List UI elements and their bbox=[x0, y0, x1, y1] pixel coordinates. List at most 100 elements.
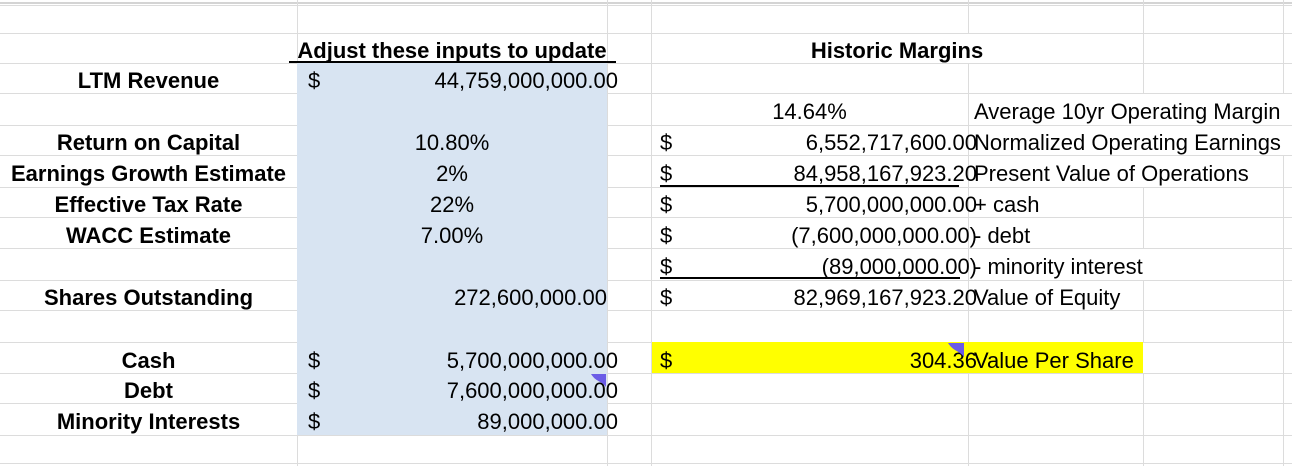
cell-debt-value[interactable]: $ 7,600,000,000.00 bbox=[297, 373, 627, 406]
currency-symbol: $ bbox=[308, 378, 321, 403]
inputs-header-label: Adjust these inputs to update bbox=[297, 38, 607, 63]
cell-value: 10.80% bbox=[414, 130, 490, 155]
gridline bbox=[1143, 187, 1144, 248]
gridline bbox=[1283, 0, 1284, 93]
cell-effective-tax-rate-value[interactable]: 22% bbox=[297, 187, 607, 220]
gridline bbox=[0, 463, 1292, 464]
cell-description: + cash bbox=[974, 192, 1040, 217]
gridline bbox=[0, 63, 1292, 64]
gridline bbox=[1143, 280, 1144, 342]
gridline bbox=[0, 93, 1292, 94]
cell-minus-minority-interest-value[interactable]: $ (89,000,000.00) bbox=[651, 248, 982, 283]
cell-return-on-capital-label[interactable]: Return on Capital bbox=[0, 125, 297, 158]
gridline bbox=[651, 0, 652, 466]
gridline bbox=[968, 63, 969, 466]
cell-wacc-estimate-label[interactable]: WACC Estimate bbox=[0, 217, 297, 251]
cell-normalized-earnings-value[interactable]: $ 6,552,717,600.00 bbox=[651, 125, 987, 158]
gridline bbox=[968, 0, 969, 33]
input-block-highlight bbox=[297, 63, 607, 435]
cell-value: 6,552,717,600.00 bbox=[805, 130, 977, 155]
cell-value: 22% bbox=[429, 192, 475, 217]
cell-cash-value[interactable]: $ 5,700,000,000.00 bbox=[297, 342, 627, 376]
cell-value: (7,600,000,000.00) bbox=[791, 222, 977, 248]
gridline bbox=[0, 248, 1292, 249]
currency-symbol: $ bbox=[660, 285, 673, 310]
cell-description: Present Value of Operations bbox=[974, 161, 1249, 186]
cell-avg-operating-margin-desc[interactable]: Average 10yr Operating Margin bbox=[968, 93, 1292, 128]
cell-ltm-revenue-label[interactable]: LTM Revenue bbox=[0, 63, 297, 96]
cell-value-of-equity-desc[interactable]: Value of Equity bbox=[968, 280, 1292, 313]
cell-value: (89,000,000.00) bbox=[821, 254, 977, 279]
margins-header-label: Historic Margins bbox=[810, 38, 984, 63]
cell-plus-cash-desc[interactable]: + cash bbox=[968, 187, 1292, 220]
cell-earnings-growth-label[interactable]: Earnings Growth Estimate bbox=[0, 155, 297, 190]
cell-wacc-estimate-value[interactable]: 7.00% bbox=[297, 217, 607, 251]
gridline bbox=[0, 187, 1292, 188]
currency-symbol: $ bbox=[660, 192, 673, 217]
currency-symbol: $ bbox=[660, 254, 673, 279]
cell-value: 82,969,167,923.20 bbox=[793, 285, 977, 310]
cell-cash-label[interactable]: Cash bbox=[0, 342, 297, 376]
minority-interest-underline bbox=[660, 277, 960, 279]
cell-minus-debt-value[interactable]: $ (7,600,000,000.00) bbox=[651, 217, 982, 251]
cell-value: 5,700,000,000.00 bbox=[446, 347, 618, 373]
cell-description: Value of Equity bbox=[974, 285, 1121, 310]
margins-header[interactable]: Historic Margins bbox=[651, 33, 1143, 66]
cell-present-value-operations-value[interactable]: $ 84,958,167,923.20 bbox=[651, 155, 987, 190]
cell-value-per-share-desc[interactable]: Value Per Share bbox=[968, 342, 1292, 376]
row-label: WACC Estimate bbox=[65, 222, 232, 248]
currency-symbol: $ bbox=[660, 222, 673, 248]
gridline bbox=[1143, 373, 1144, 466]
cell-minority-interests-label[interactable]: Minority Interests bbox=[0, 403, 297, 438]
row-label: Debt bbox=[124, 378, 173, 403]
gridline bbox=[1283, 155, 1284, 466]
gridline bbox=[0, 5, 1292, 6]
cell-value: 84,958,167,923.20 bbox=[793, 161, 977, 186]
cell-value-of-equity-value[interactable]: $ 82,969,167,923.20 bbox=[651, 280, 987, 313]
cell-shares-outstanding-value[interactable]: 272,600,000.00 bbox=[297, 280, 616, 313]
cell-minus-debt-desc[interactable]: - debt bbox=[968, 217, 1292, 251]
gridline bbox=[0, 217, 1292, 218]
row-label: LTM Revenue bbox=[77, 68, 220, 93]
row-label: Minority Interests bbox=[56, 409, 241, 434]
comment-indicator-icon[interactable] bbox=[948, 343, 964, 357]
comment-indicator-icon[interactable] bbox=[591, 374, 606, 387]
cell-present-value-operations-desc[interactable]: Present Value of Operations bbox=[968, 155, 1292, 190]
top-border-band bbox=[0, 2, 1292, 4]
cell-value: 5,700,000,000.00 bbox=[805, 192, 977, 217]
currency-symbol: $ bbox=[308, 347, 321, 373]
inputs-header[interactable]: Adjust these inputs to update bbox=[297, 33, 607, 66]
cell-minority-interests-value[interactable]: $ 89,000,000.00 bbox=[297, 403, 627, 438]
cell-value-per-share-value[interactable]: $ 304.36 bbox=[651, 342, 996, 376]
cell-value: 272,600,000.00 bbox=[454, 285, 607, 310]
gridline bbox=[0, 155, 1292, 156]
currency-symbol: $ bbox=[660, 161, 673, 186]
cell-debt-label[interactable]: Debt bbox=[0, 373, 297, 406]
cell-value: 14.64% bbox=[772, 99, 847, 124]
gridline bbox=[1143, 0, 1144, 93]
cell-description: Average 10yr Operating Margin bbox=[974, 99, 1281, 124]
gridline bbox=[0, 373, 1292, 374]
cell-plus-cash-value[interactable]: $ 5,700,000,000.00 bbox=[651, 187, 987, 220]
value-per-share-highlight bbox=[652, 342, 1143, 373]
cell-minus-minority-interest-desc[interactable]: - minority interest bbox=[968, 248, 1292, 283]
cell-normalized-earnings-desc[interactable]: Normalized Operating Earnings bbox=[968, 125, 1292, 158]
cell-avg-operating-margin-value[interactable]: 14.64% bbox=[651, 93, 968, 128]
gridline bbox=[0, 33, 1292, 34]
row-label: Cash bbox=[121, 347, 176, 373]
cell-value: 89,000,000.00 bbox=[477, 409, 618, 434]
currency-symbol: $ bbox=[308, 409, 321, 434]
row-label: Effective Tax Rate bbox=[54, 192, 243, 217]
cell-earnings-growth-value[interactable]: 2% bbox=[297, 155, 607, 190]
cell-ltm-revenue-value[interactable]: $ 44,759,000,000.00 bbox=[297, 63, 627, 96]
cell-effective-tax-rate-label[interactable]: Effective Tax Rate bbox=[0, 187, 297, 220]
cell-value: 7.00% bbox=[420, 222, 484, 248]
gridline bbox=[0, 435, 1292, 436]
cell-return-on-capital-value[interactable]: 10.80% bbox=[297, 125, 607, 158]
gridline bbox=[0, 342, 1292, 343]
currency-symbol: $ bbox=[660, 130, 673, 155]
cell-shares-outstanding-label[interactable]: Shares Outstanding bbox=[0, 280, 297, 313]
cell-value: 7,600,000,000.00 bbox=[446, 378, 618, 403]
currency-symbol: $ bbox=[660, 347, 673, 373]
